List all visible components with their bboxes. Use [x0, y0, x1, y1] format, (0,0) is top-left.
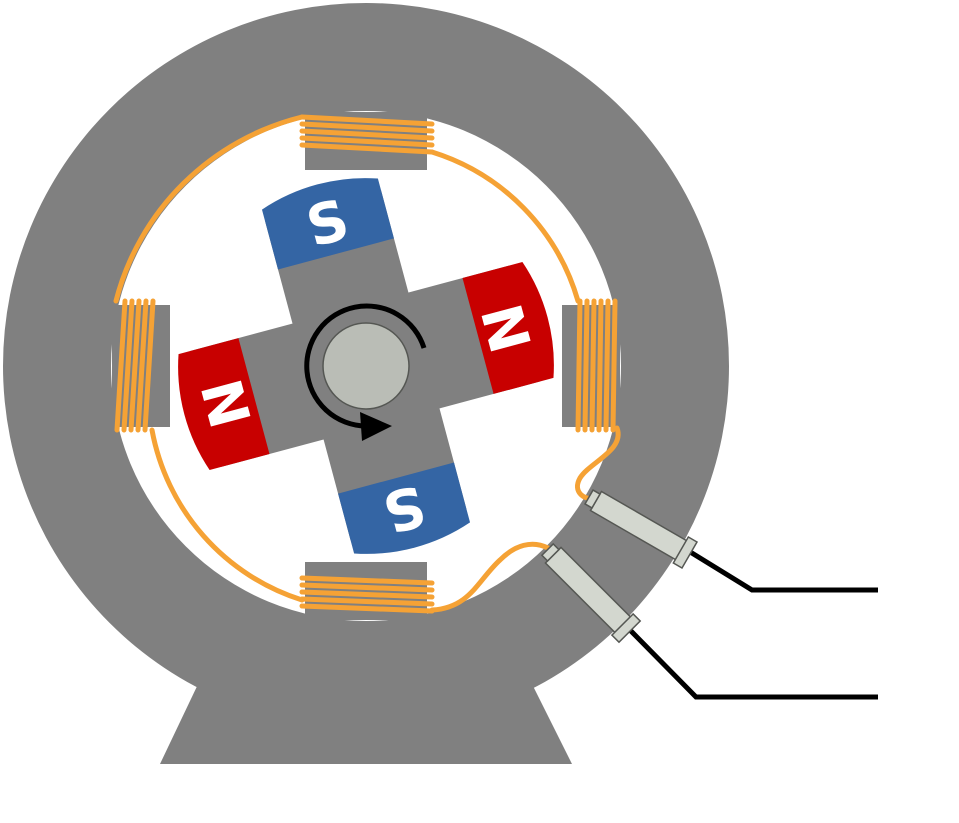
- rotor-pole-bottom: S: [338, 462, 471, 554]
- coil-bottom: [299, 575, 435, 614]
- coil-top: [299, 114, 435, 155]
- terminal-upper: [584, 489, 699, 570]
- rotor-pole-right: N: [462, 261, 554, 394]
- terminal-lower: [540, 542, 642, 644]
- wire-lower: [626, 626, 878, 700]
- coil-left: [114, 298, 156, 433]
- winding-wires: [113, 114, 621, 613]
- output-wires: [626, 547, 878, 700]
- wire-upper: [685, 547, 878, 593]
- coil-right: [575, 298, 618, 433]
- rotation-arrow-icon: [304, 303, 427, 441]
- shaft: [322, 322, 410, 410]
- rotor-pole-left: N: [178, 338, 270, 471]
- rotor-pole-top: S: [261, 178, 394, 270]
